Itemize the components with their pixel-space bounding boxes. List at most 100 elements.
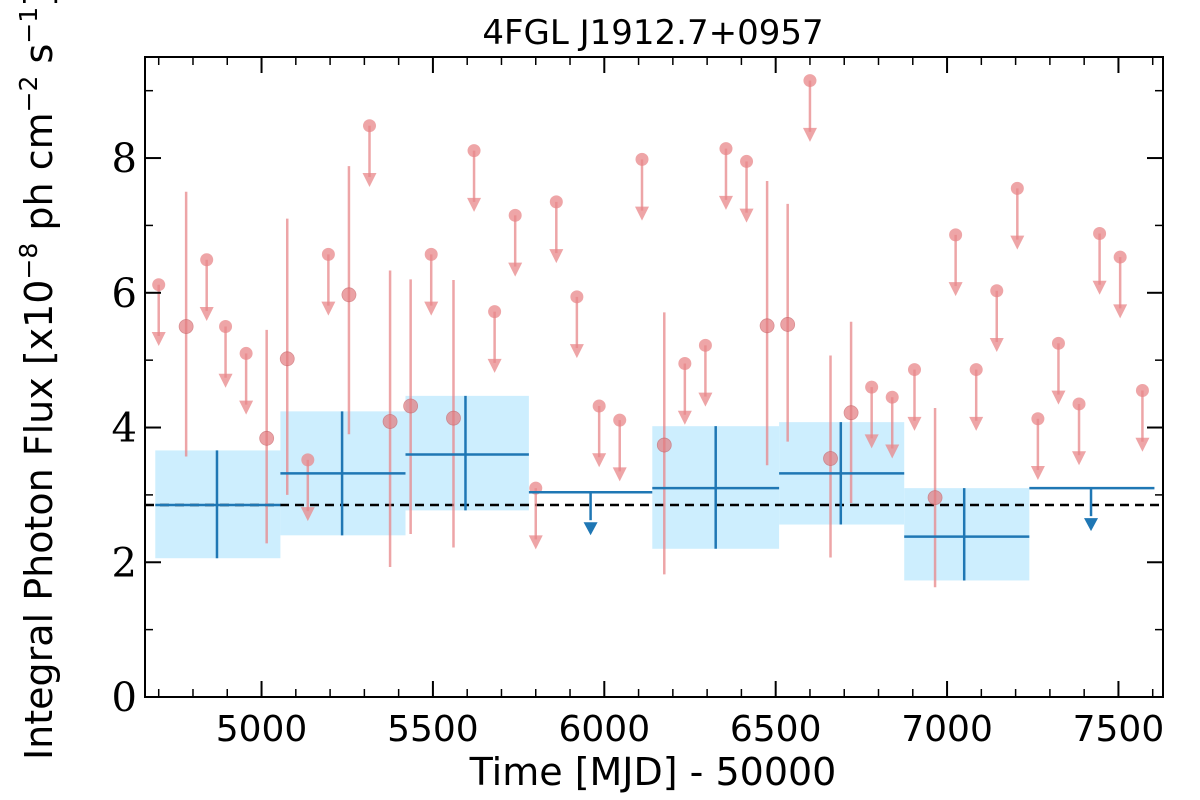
x-axis-label: Time [MJD] - 50000 (469, 750, 837, 794)
plot-frame (144, 56, 1164, 698)
short-bin-upper-limit-marker (885, 390, 899, 404)
short-bin-upper-limit-arrow (1113, 304, 1128, 319)
short-bin-upper-limit-marker (301, 453, 315, 467)
x-tick-label: 6000 (558, 709, 650, 750)
short-bin-upper-limit-arrow (698, 392, 713, 407)
short-bin-upper-limit-marker (570, 290, 584, 304)
short-bin-upper-limit-arrow (1051, 390, 1066, 405)
x-tick-label: 5000 (216, 709, 308, 750)
short-bin-upper-limit-marker (1072, 397, 1086, 411)
short-bin-upper-limit-marker (907, 363, 921, 377)
short-bin-upper-limit-marker (239, 346, 253, 360)
short-bin-upper-limit-arrow (239, 400, 254, 415)
short-bin-upper-limit-marker (678, 357, 692, 371)
short-bin-marker (178, 319, 194, 334)
chart-title: 4FGL J1912.7+0957 (482, 13, 823, 53)
short-bin-upper-limit-arrow (1010, 235, 1025, 250)
short-bin-upper-limit-marker (321, 247, 335, 261)
short-bin-upper-limit-arrow (151, 331, 166, 346)
y-tick-label: 6 (112, 271, 137, 317)
short-bin-upper-limit-marker (424, 247, 438, 261)
long-bin-band (405, 395, 529, 511)
short-bin-upper-limit-marker (1113, 250, 1127, 264)
long-bin-upper-limit-arrow (583, 522, 598, 536)
short-bin-upper-limit-arrow (739, 208, 754, 223)
short-bin-upper-limit-arrow (218, 373, 233, 388)
short-bin-marker (382, 414, 398, 429)
short-bin-upper-limit-arrow (612, 467, 627, 482)
short-bin-upper-limit-marker (219, 319, 233, 333)
short-bin-upper-limit-marker (990, 284, 1004, 298)
short-bin-upper-limit-arrow (969, 416, 984, 431)
y-axis-label: Integral Photon Flux [x10−8 ph cm−2 s−1] (14, 0, 61, 760)
short-bin-upper-limit-marker (803, 74, 817, 88)
short-bin-marker (259, 430, 275, 446)
short-bin-upper-limit-marker (1135, 383, 1149, 397)
short-bin-upper-limit-marker (1093, 227, 1107, 241)
short-bin-upper-limit-arrow (487, 358, 502, 373)
short-bin-upper-limit-arrow (907, 416, 922, 431)
short-bin-upper-limit-arrow (508, 262, 523, 277)
short-bin-upper-limit-arrow (635, 206, 650, 221)
short-bin-marker (341, 287, 357, 303)
short-bin-upper-limit-arrow (1135, 437, 1150, 452)
short-bin-marker (403, 398, 419, 414)
short-bin-upper-limit-arrow (569, 344, 584, 359)
short-bin-upper-limit-marker (969, 363, 983, 377)
short-bin-upper-limit-arrow (424, 301, 439, 316)
short-bin-upper-limit-arrow (1092, 280, 1107, 295)
short-bin-upper-limit-arrow (528, 535, 543, 550)
x-tick-label: 7500 (1073, 709, 1165, 750)
plot-area (145, 74, 1163, 588)
short-bin-upper-limit-arrow (467, 197, 482, 212)
short-bin-upper-limit-marker (1051, 336, 1065, 350)
axes: 5000 5500 6000 6500 7000 7500 0 2 4 6 8 (112, 56, 1165, 750)
short-bin-upper-limit-arrow (677, 410, 692, 425)
short-bin-upper-limit-marker (549, 195, 563, 209)
short-bin-upper-limit-arrow (885, 444, 900, 459)
short-bin-marker (843, 405, 859, 421)
short-bin-upper-limit-arrow (1072, 451, 1087, 466)
short-bin-upper-limit-marker (200, 253, 214, 267)
short-bin-marker (279, 351, 295, 367)
short-bin-upper-limit-arrow (864, 434, 879, 449)
short-bin-upper-limit-marker (152, 278, 166, 292)
y-tick-label: 2 (112, 540, 137, 586)
short-bin-upper-limit-arrow (718, 195, 733, 210)
short-bin-upper-limit-marker (1031, 412, 1045, 426)
y-tick-label: 8 (112, 136, 137, 182)
short-bin-upper-limit-marker (635, 152, 649, 166)
short-bin-upper-limit-marker (698, 338, 712, 352)
short-bin-upper-limit-arrow (989, 338, 1004, 353)
short-bin-upper-limit-arrow (300, 507, 315, 522)
short-bin-upper-limit-arrow (802, 127, 817, 142)
long-bin-upper-limit-arrow (1084, 518, 1099, 532)
short-bin-upper-limit-arrow (549, 249, 564, 264)
short-bin-upper-limit-marker (467, 144, 481, 158)
short-bin-upper-limit-arrow (362, 172, 377, 187)
short-bin-upper-limit-arrow (1030, 466, 1045, 481)
short-bin-upper-limit-marker (363, 119, 377, 133)
y-tick-label: 4 (112, 406, 137, 452)
short-bin-upper-limit-marker (508, 208, 522, 222)
short-bin-marker (656, 437, 672, 453)
short-bin-upper-limit-arrow (592, 453, 607, 468)
short-bin-upper-limit-marker (1010, 181, 1024, 195)
short-bin-upper-limit-marker (592, 399, 606, 413)
short-bin-marker (823, 451, 838, 466)
x-tick-label: 5500 (387, 709, 479, 750)
short-bin-upper-limit-arrow (948, 282, 963, 297)
short-bin-upper-limit-marker (488, 305, 502, 319)
short-bin-upper-limit-arrow (199, 307, 214, 322)
short-bin-upper-limit-marker (719, 142, 733, 156)
short-bin-upper-limit-marker (865, 380, 879, 394)
short-bin-upper-limit-marker (613, 413, 627, 427)
short-bin-upper-limit-marker (740, 154, 754, 168)
short-bin-marker (446, 410, 461, 426)
x-tick-label: 6500 (730, 709, 822, 750)
short-bin-marker (927, 490, 943, 505)
long-bin-band (904, 488, 1030, 581)
y-tick-label: 0 (112, 675, 137, 721)
